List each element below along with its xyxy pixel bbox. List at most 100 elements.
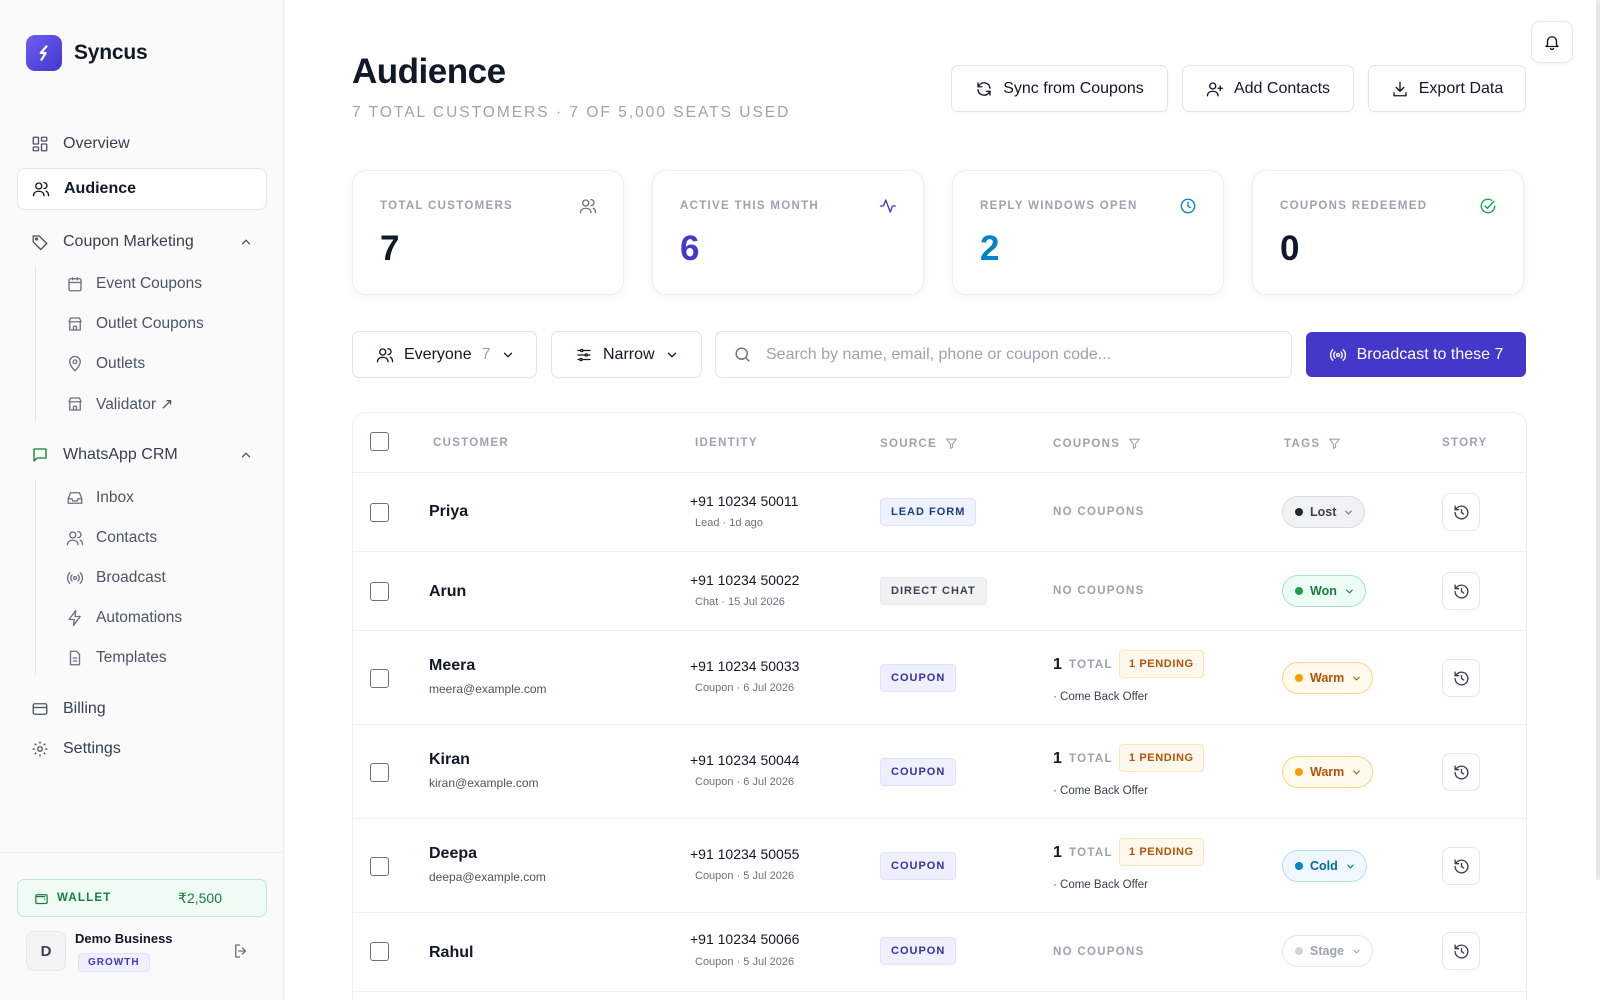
row-checkbox[interactable] xyxy=(370,857,389,876)
column-header-story: STORY xyxy=(1442,437,1488,449)
story-button[interactable] xyxy=(1442,847,1480,885)
customer-email: meera@example.com xyxy=(429,682,547,696)
tag-label: Cold xyxy=(1310,859,1338,873)
column-header-customer: CUSTOMER xyxy=(433,437,509,449)
row-checkbox[interactable] xyxy=(370,582,389,601)
sidebar-item-contacts[interactable]: Contacts xyxy=(50,520,157,556)
history-icon xyxy=(1453,943,1469,959)
brand[interactable]: Syncus xyxy=(26,35,148,71)
select-all-checkbox[interactable] xyxy=(370,432,389,451)
story-button[interactable] xyxy=(1442,659,1480,697)
search-input[interactable] xyxy=(766,345,1266,364)
story-button[interactable] xyxy=(1442,572,1480,610)
sidebar-item-coupon-marketing[interactable]: Coupon Marketing xyxy=(17,221,267,263)
customer-meta: Coupon · 6 Jul 2026 xyxy=(695,776,795,788)
sidebar-item-billing[interactable]: Billing xyxy=(17,688,267,730)
story-button[interactable] xyxy=(1442,932,1480,970)
filter-icon[interactable] xyxy=(945,437,958,450)
search-icon xyxy=(735,347,750,362)
coupon-pending-badge: 1 PENDING xyxy=(1119,650,1204,678)
sidebar-item-label: Templates xyxy=(96,649,167,666)
coupon-total-label: TOTAL xyxy=(1069,847,1113,859)
wallet-card[interactable]: WALLET ₹2,500 xyxy=(17,879,267,917)
button-label: Export Data xyxy=(1418,79,1504,97)
sidebar-item-broadcast[interactable]: Broadcast xyxy=(50,560,166,596)
story-button[interactable] xyxy=(1442,493,1480,531)
narrow-dropdown[interactable]: Narrow xyxy=(551,331,702,378)
coupon-total-label: TOTAL xyxy=(1069,659,1113,671)
sidebar-item-whatsapp-crm[interactable]: WhatsApp CRM xyxy=(17,434,267,476)
stat-card-coupons-redeemed: COUPONS REDEEMED 0 xyxy=(1252,170,1524,295)
filter-icon[interactable] xyxy=(1128,437,1141,450)
sidebar-item-outlet-coupons[interactable]: Outlet Coupons xyxy=(50,306,204,342)
customer-phone: +91 10234 50044 xyxy=(690,752,800,768)
plan-badge: GROWTH xyxy=(78,953,150,972)
sidebar-item-settings[interactable]: Settings xyxy=(17,728,267,770)
store-icon xyxy=(68,317,82,331)
search-field[interactable] xyxy=(715,331,1292,378)
scrollbar[interactable] xyxy=(1596,0,1600,880)
tag-dropdown[interactable]: Cold xyxy=(1282,850,1367,882)
tag-dropdown[interactable]: Warm xyxy=(1282,662,1374,694)
table-row[interactable]: Meera meera@example.com +91 10234 50033 … xyxy=(353,631,1526,725)
row-checkbox[interactable] xyxy=(370,942,389,961)
tag-dropdown[interactable]: Stage xyxy=(1282,935,1374,967)
gear-icon xyxy=(32,741,48,757)
sidebar-item-overview[interactable]: Overview xyxy=(17,123,267,165)
sidebar-item-automations[interactable]: Automations xyxy=(50,600,182,636)
row-checkbox[interactable] xyxy=(370,503,389,522)
sidebar-item-outlets[interactable]: Outlets xyxy=(50,346,145,382)
logout-icon[interactable] xyxy=(232,942,250,960)
segment-dropdown[interactable]: Everyone 7 xyxy=(352,331,537,378)
narrow-label: Narrow xyxy=(603,345,655,363)
stat-label: ACTIVE THIS MONTH xyxy=(680,200,820,212)
sidebar-item-validator[interactable]: Validator ↗ xyxy=(50,386,173,422)
notifications-button[interactable] xyxy=(1531,21,1573,63)
dashboard-icon xyxy=(32,136,48,152)
tag-dot xyxy=(1295,508,1303,516)
stat-value: 7 xyxy=(380,229,400,268)
table-row[interactable]: Deepa deepa@example.com +91 10234 50055 … xyxy=(353,819,1526,913)
stat-card-total-customers: TOTAL CUSTOMERS 7 xyxy=(352,170,624,295)
tag-dropdown[interactable]: Warm xyxy=(1282,756,1374,788)
chevron-up-icon[interactable] xyxy=(239,448,253,462)
add-contacts-button[interactable]: Add Contacts xyxy=(1182,65,1354,112)
sidebar-item-label: Event Coupons xyxy=(96,275,202,292)
user-plus-icon xyxy=(1206,81,1224,96)
sidebar-item-audience[interactable]: Audience xyxy=(17,168,267,210)
customer-phone: +91 10234 50055 xyxy=(690,846,800,862)
table-row[interactable]: Rahul +91 10234 50066 Coupon · 5 Jul 202… xyxy=(353,913,1526,992)
column-header-tags[interactable]: TAGS xyxy=(1284,437,1341,450)
filter-icon[interactable] xyxy=(1328,437,1341,450)
source-badge: LEAD FORM xyxy=(880,498,977,526)
sidebar-item-templates[interactable]: Templates xyxy=(50,640,167,676)
export-data-button[interactable]: Export Data xyxy=(1368,65,1526,112)
inbox-icon xyxy=(67,492,83,504)
users-icon xyxy=(579,198,597,214)
sidebar-item-event-coupons[interactable]: Event Coupons xyxy=(50,266,202,302)
column-header-coupons[interactable]: COUPONS xyxy=(1053,437,1141,450)
account-panel[interactable]: D Demo Business GROWTH xyxy=(26,931,173,972)
refresh-icon xyxy=(977,81,991,96)
source-badge: COUPON xyxy=(880,758,957,786)
story-button[interactable] xyxy=(1442,753,1480,791)
customer-phone: +91 10234 50011 xyxy=(690,493,799,509)
table-row[interactable]: Arun +91 10234 50022 Chat · 15 Jul 2026 … xyxy=(353,552,1526,631)
customer-phone: +91 10234 50022 xyxy=(690,572,800,588)
row-checkbox[interactable] xyxy=(370,669,389,688)
broadcast-button[interactable]: Broadcast to these 7 xyxy=(1306,332,1526,377)
column-header-source[interactable]: SOURCE xyxy=(880,437,958,450)
users-icon xyxy=(66,530,84,546)
sync-from-coupons-button[interactable]: Sync from Coupons xyxy=(951,65,1168,112)
table-row[interactable]: Kiran kiran@example.com +91 10234 50044 … xyxy=(353,725,1526,819)
button-label: Add Contacts xyxy=(1233,79,1331,97)
row-checkbox[interactable] xyxy=(370,763,389,782)
sidebar-item-inbox[interactable]: Inbox xyxy=(50,480,134,516)
tag-dropdown[interactable]: Won xyxy=(1282,575,1366,607)
tag-dropdown[interactable]: Lost xyxy=(1282,496,1366,528)
chevron-up-icon[interactable] xyxy=(239,235,253,249)
sidebar-item-label: Inbox xyxy=(96,489,134,506)
activity-icon xyxy=(879,199,897,213)
table-row[interactable]: Priya +91 10234 50011 Lead · 1d ago LEAD… xyxy=(353,473,1526,552)
coupon-count: 1 xyxy=(1053,844,1062,861)
